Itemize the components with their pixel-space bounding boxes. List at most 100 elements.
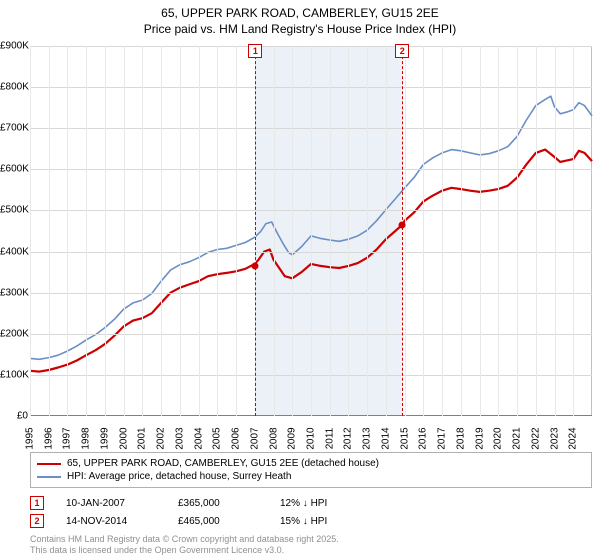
x-tick-label: 1995 — [25, 427, 36, 449]
sale-row-marker: 2 — [30, 514, 44, 528]
y-tick-label: £600K — [0, 164, 28, 175]
legend-swatch — [37, 476, 61, 478]
x-gridline — [274, 46, 275, 416]
sale-marker-box: 1 — [248, 44, 262, 58]
sale-row: 2 14-NOV-2014 £465,000 15% ↓ HPI — [30, 512, 592, 530]
x-tick-label: 2023 — [549, 427, 560, 449]
y-tick-label: £500K — [0, 205, 28, 216]
x-tick-label: 2006 — [231, 427, 242, 449]
sale-point-dot — [252, 262, 259, 269]
y-tick-label: £700K — [0, 123, 28, 134]
title-line-1: 65, UPPER PARK ROAD, CAMBERLEY, GU15 2EE — [0, 6, 600, 22]
legend-box: 65, UPPER PARK ROAD, CAMBERLEY, GU15 2EE… — [30, 452, 592, 488]
x-gridline — [180, 46, 181, 416]
x-gridline — [386, 46, 387, 416]
sale-row-date: 10-JAN-2007 — [66, 498, 156, 509]
x-gridline — [536, 46, 537, 416]
x-gridline — [311, 46, 312, 416]
x-gridline — [292, 46, 293, 416]
sale-row-price: £365,000 — [178, 498, 258, 509]
x-tick-label: 1997 — [62, 427, 73, 449]
x-gridline — [423, 46, 424, 416]
x-tick-label: 2001 — [137, 427, 148, 449]
legend-label: HPI: Average price, detached house, Surr… — [67, 471, 291, 482]
x-tick-label: 2005 — [212, 427, 223, 449]
sale-row-diff: 15% ↓ HPI — [280, 516, 380, 527]
x-tick-label: 1996 — [43, 427, 54, 449]
x-gridline — [105, 46, 106, 416]
y-tick-label: £900K — [0, 41, 28, 52]
x-tick-label: 2021 — [512, 427, 523, 449]
x-gridline — [86, 46, 87, 416]
x-gridline — [217, 46, 218, 416]
x-gridline — [573, 46, 574, 416]
title-line-2: Price paid vs. HM Land Registry's House … — [0, 22, 600, 38]
footer-attribution: Contains HM Land Registry data © Crown c… — [30, 534, 339, 556]
x-gridline — [367, 46, 368, 416]
x-tick-label: 2015 — [399, 427, 410, 449]
y-tick-label: £300K — [0, 287, 28, 298]
x-gridline — [480, 46, 481, 416]
x-tick-label: 2016 — [418, 427, 429, 449]
y-tick-label: £100K — [0, 369, 28, 380]
x-tick-label: 2024 — [568, 427, 579, 449]
x-tick-label: 2009 — [287, 427, 298, 449]
x-gridline — [236, 46, 237, 416]
sale-row: 1 10-JAN-2007 £365,000 12% ↓ HPI — [30, 494, 592, 512]
legend-row: 65, UPPER PARK ROAD, CAMBERLEY, GU15 2EE… — [37, 457, 585, 470]
x-gridline — [405, 46, 406, 416]
x-gridline — [348, 46, 349, 416]
legend-swatch — [37, 463, 61, 465]
sale-vline — [255, 46, 256, 416]
x-tick-label: 2010 — [306, 427, 317, 449]
x-tick-label: 2008 — [268, 427, 279, 449]
x-gridline — [555, 46, 556, 416]
x-tick-label: 2003 — [174, 427, 185, 449]
x-tick-label: 2000 — [118, 427, 129, 449]
sales-table: 1 10-JAN-2007 £365,000 12% ↓ HPI 2 14-NOV-201… — [30, 494, 592, 530]
y-tick-label: £800K — [0, 82, 28, 93]
footer-line-1: Contains HM Land Registry data © Crown c… — [30, 534, 339, 545]
y-tick-label: £0 — [0, 411, 28, 422]
chart-container: 65, UPPER PARK ROAD, CAMBERLEY, GU15 2EE… — [0, 0, 600, 560]
x-tick-label: 2013 — [362, 427, 373, 449]
x-gridline — [67, 46, 68, 416]
y-tick-label: £200K — [0, 328, 28, 339]
x-tick-label: 2011 — [324, 428, 335, 450]
x-gridline — [517, 46, 518, 416]
legend-label: 65, UPPER PARK ROAD, CAMBERLEY, GU15 2EE… — [67, 458, 379, 469]
x-gridline — [498, 46, 499, 416]
sale-row-price: £465,000 — [178, 516, 258, 527]
x-tick-label: 2004 — [193, 427, 204, 449]
sale-point-dot — [399, 221, 406, 228]
chart-plot-area: £0£100K£200K£300K£400K£500K£600K£700K£80… — [30, 46, 592, 416]
x-tick-label: 2007 — [249, 427, 260, 449]
x-tick-label: 2018 — [455, 427, 466, 449]
sale-vline — [402, 46, 403, 416]
y-tick-label: £400K — [0, 246, 28, 257]
x-tick-label: 2019 — [474, 427, 485, 449]
x-gridline — [442, 46, 443, 416]
x-tick-label: 2020 — [493, 427, 504, 449]
sale-row-date: 14-NOV-2014 — [66, 516, 156, 527]
x-gridline — [49, 46, 50, 416]
x-gridline — [199, 46, 200, 416]
x-gridline — [461, 46, 462, 416]
title-block: 65, UPPER PARK ROAD, CAMBERLEY, GU15 2EE… — [0, 0, 600, 37]
x-gridline — [330, 46, 331, 416]
x-tick-label: 2002 — [156, 427, 167, 449]
x-tick-label: 2012 — [343, 427, 354, 449]
x-gridline — [142, 46, 143, 416]
x-tick-label: 1998 — [81, 427, 92, 449]
legend-row: HPI: Average price, detached house, Surr… — [37, 470, 585, 483]
x-gridline — [30, 46, 31, 416]
sale-row-diff: 12% ↓ HPI — [280, 498, 380, 509]
footer-line-2: This data is licensed under the Open Gov… — [30, 545, 339, 556]
sale-row-marker: 1 — [30, 496, 44, 510]
sale-marker-box: 2 — [395, 44, 409, 58]
x-tick-label: 1999 — [99, 427, 110, 449]
x-tick-label: 2022 — [530, 427, 541, 449]
x-tick-label: 2014 — [380, 427, 391, 449]
x-gridline — [124, 46, 125, 416]
x-gridline — [161, 46, 162, 416]
